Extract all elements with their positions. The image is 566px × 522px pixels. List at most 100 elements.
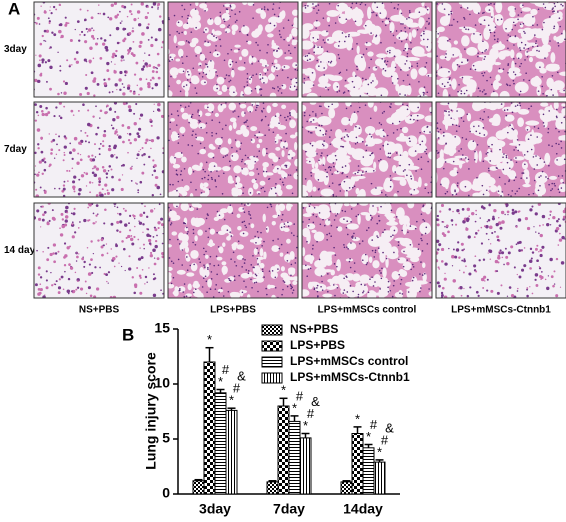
cell — [76, 255, 79, 259]
nucleus — [397, 77, 399, 80]
nucleus — [477, 125, 480, 127]
cell — [130, 235, 133, 237]
cell — [110, 124, 113, 127]
nucleus — [315, 215, 318, 218]
nucleus — [378, 219, 381, 222]
alveolus — [374, 186, 384, 191]
alveolus — [168, 283, 175, 289]
nucleus — [295, 88, 298, 91]
nucleus — [510, 195, 512, 197]
nucleus — [460, 90, 463, 92]
nucleus — [400, 12, 403, 15]
nucleus — [419, 143, 421, 146]
alveolus — [466, 112, 472, 122]
nucleus — [458, 125, 461, 128]
nucleus — [205, 230, 207, 232]
nucleus — [456, 110, 458, 112]
nucleus — [278, 157, 281, 160]
alveolus — [197, 229, 203, 236]
nucleus — [328, 165, 331, 168]
cell — [60, 275, 64, 279]
cell — [142, 211, 146, 215]
cell — [151, 87, 154, 90]
nucleus — [536, 24, 539, 26]
alveolus — [271, 245, 280, 253]
nucleus — [517, 57, 520, 60]
alveolus — [471, 2, 478, 6]
nucleus — [233, 279, 236, 282]
alveolus — [395, 83, 400, 92]
nucleus — [209, 288, 212, 291]
nucleus — [215, 255, 218, 258]
nucleus — [539, 184, 541, 187]
cell — [144, 15, 148, 20]
cell — [58, 23, 61, 27]
cell — [127, 105, 132, 109]
cell — [112, 52, 116, 57]
nucleus — [369, 154, 372, 157]
alveolus — [262, 162, 269, 168]
nucleus — [244, 112, 246, 114]
nucleus — [227, 26, 229, 28]
cell — [121, 4, 125, 8]
cell — [91, 158, 96, 162]
nucleus — [318, 258, 321, 261]
cell — [119, 22, 122, 24]
nucleus — [244, 259, 246, 261]
cell — [145, 138, 149, 142]
nucleus — [423, 30, 425, 33]
nucleus — [243, 280, 245, 282]
nucleus — [397, 244, 400, 247]
nucleus — [266, 152, 268, 155]
alveolus — [239, 289, 244, 297]
alveolus — [196, 203, 202, 209]
nucleus — [320, 105, 322, 108]
cell — [47, 111, 51, 114]
nucleus — [344, 40, 346, 43]
cell — [529, 267, 532, 270]
nucleus — [494, 26, 497, 28]
nucleus — [430, 111, 432, 114]
nucleus — [417, 106, 419, 109]
cell — [119, 70, 123, 75]
cell — [83, 33, 86, 37]
nucleus — [186, 226, 188, 229]
nucleus — [251, 286, 253, 289]
tissue — [34, 2, 164, 97]
nucleus — [339, 71, 342, 74]
cell — [552, 284, 555, 288]
nucleus — [343, 246, 346, 249]
x-tick-label: 14day — [343, 501, 383, 517]
nucleus — [537, 127, 540, 130]
cell — [70, 212, 73, 215]
nucleus — [317, 179, 320, 181]
nucleus — [425, 226, 428, 229]
nucleus — [179, 90, 182, 93]
nucleus — [330, 129, 332, 131]
nucleus — [387, 143, 389, 146]
cell — [110, 222, 114, 226]
cell — [64, 16, 67, 19]
cell — [154, 183, 158, 187]
nucleus — [343, 244, 345, 246]
legend-label: LPS+PBS — [290, 338, 345, 352]
nucleus — [559, 25, 562, 28]
cell — [562, 218, 565, 221]
cell — [46, 80, 48, 83]
alveolus — [418, 134, 427, 146]
nucleus — [444, 110, 446, 112]
cell — [113, 265, 116, 268]
alveolus — [182, 23, 190, 30]
nucleus — [218, 121, 221, 124]
nucleus — [272, 3, 275, 5]
cell — [534, 212, 538, 216]
cell — [529, 208, 533, 212]
nucleus — [544, 6, 547, 9]
alveolus — [332, 81, 340, 92]
nucleus — [377, 247, 380, 249]
nucleus — [519, 23, 522, 25]
cell — [67, 22, 70, 25]
nucleus — [343, 289, 346, 291]
nucleus — [452, 160, 455, 163]
cell — [58, 29, 62, 34]
